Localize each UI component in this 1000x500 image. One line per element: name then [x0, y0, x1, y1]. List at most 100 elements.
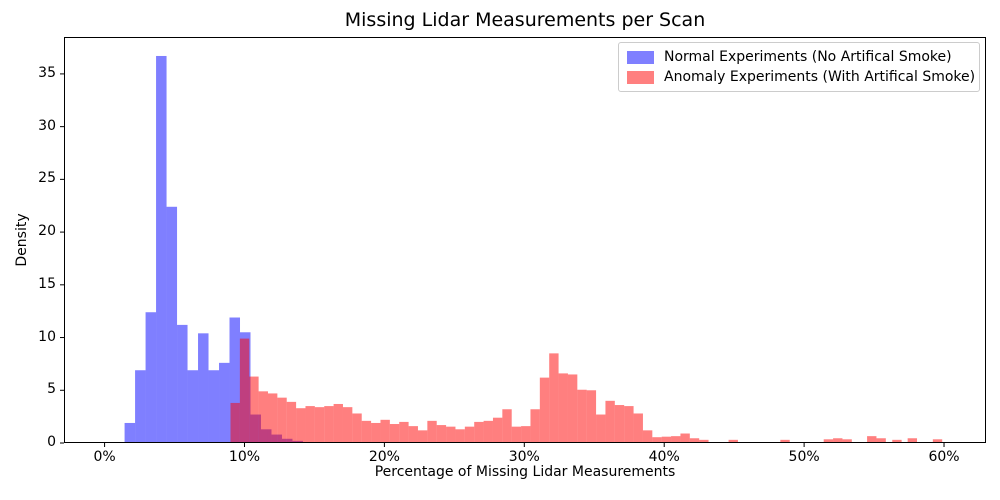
anomaly-histogram-bar — [671, 436, 681, 443]
anomaly-histogram-bar — [389, 424, 400, 443]
anomaly-histogram-bar — [474, 421, 484, 443]
anomaly-histogram-bar — [483, 420, 493, 443]
normal-histogram-bar — [145, 312, 157, 443]
anomaly-histogram-bar — [833, 438, 843, 443]
anomaly-histogram-bar — [446, 426, 456, 443]
anomaly-histogram-bar — [539, 377, 550, 443]
anomaly-histogram-bar — [876, 438, 886, 443]
x-axis-label: Percentage of Missing Lidar Measurements — [374, 464, 676, 480]
legend-swatch — [627, 50, 654, 64]
x-tick-label: 40% — [648, 449, 680, 465]
y-tick-label: 20 — [38, 223, 56, 240]
anomaly-histogram-bar — [267, 393, 278, 443]
anomaly-histogram-bar — [408, 426, 418, 443]
anomaly-histogram-bar — [661, 436, 672, 443]
anomaly-histogram-bar — [586, 390, 597, 443]
anomaly-histogram-bar — [361, 420, 372, 443]
anomaly-histogram-bar — [907, 438, 918, 443]
y-tick-label: 25 — [38, 170, 56, 187]
x-tick-label: 60% — [928, 449, 960, 465]
anomaly-histogram-bar — [633, 413, 643, 443]
anomaly-histogram-bar — [596, 414, 606, 443]
anomaly-histogram-bar — [605, 400, 615, 443]
anomaly-histogram-bar — [842, 439, 852, 443]
anomaly-histogram-bar — [314, 407, 325, 443]
anomaly-histogram-bar — [892, 439, 902, 443]
x-tick-label: 50% — [788, 449, 820, 465]
legend-label: Normal Experiments (No Artifical Smoke) — [664, 49, 952, 65]
anomaly-histogram-bar — [780, 439, 790, 443]
normal-histogram-bar — [124, 422, 136, 443]
legend-row: Normal Experiments (No Artifical Smoke) — [627, 49, 971, 65]
anomaly-histogram-bar — [699, 439, 709, 443]
y-tick-label: 30 — [38, 117, 56, 134]
anomaly-histogram-bar — [352, 413, 362, 443]
anomaly-histogram-bar — [249, 376, 259, 443]
anomaly-histogram-bar — [492, 417, 503, 443]
anomaly-histogram-bar — [258, 391, 268, 443]
anomaly-histogram-bar — [333, 403, 343, 443]
anomaly-histogram-bar — [511, 426, 522, 443]
normal-histogram-bar — [156, 55, 167, 444]
normal-histogram-bar — [177, 324, 188, 443]
y-tick-label: 5 — [47, 381, 56, 398]
legend: Normal Experiments (No Artifical Smoke) A… — [618, 42, 980, 92]
anomaly-histogram-bar — [277, 397, 287, 443]
anomaly-histogram-bar — [455, 429, 465, 443]
legend-label: Anomaly Experiments (With Artifical Smok… — [664, 69, 976, 85]
anomaly-histogram-bar — [642, 430, 653, 443]
y-tick-label: 15 — [38, 275, 56, 292]
anomaly-histogram-bar — [464, 426, 475, 443]
anomaly-histogram-bar — [342, 407, 353, 443]
anomaly-histogram-bar — [305, 406, 315, 443]
normal-histogram-bar — [135, 370, 146, 443]
anomaly-histogram-bar — [239, 338, 250, 443]
anomaly-histogram-bar — [296, 408, 306, 443]
anomaly-histogram-bar — [867, 436, 877, 443]
normal-histogram-bar — [187, 370, 199, 443]
anomaly-histogram-bar — [530, 409, 540, 443]
normal-histogram-bar — [229, 317, 241, 443]
anomaly-histogram-bar — [427, 420, 437, 443]
y-tick-label: 10 — [38, 328, 56, 345]
x-tick-label: 30% — [508, 449, 540, 465]
legend-swatch — [627, 70, 654, 84]
normal-histogram-bar — [208, 370, 220, 443]
anomaly-histogram-bar — [652, 437, 662, 443]
anomaly-histogram-bar — [286, 401, 297, 443]
y-axis-label: Density — [14, 213, 30, 267]
x-tick-label: 10% — [228, 449, 261, 465]
anomaly-histogram-bar — [558, 373, 568, 443]
anomaly-histogram-bar — [680, 433, 690, 443]
axes-spines — [64, 37, 986, 443]
chart-title: Missing Lidar Measurements per Scan — [344, 9, 706, 31]
x-tick-label: 20% — [368, 449, 400, 465]
normal-histogram-bar — [198, 333, 209, 443]
anomaly-histogram-bar — [436, 425, 447, 443]
anomaly-histogram-bar — [521, 426, 531, 443]
anomaly-histogram-bar — [932, 439, 943, 443]
anomaly-histogram-bar — [230, 402, 240, 443]
anomaly-histogram-bar — [417, 430, 428, 443]
normal-histogram-bar — [166, 206, 178, 443]
anomaly-histogram-bar — [689, 438, 700, 443]
legend-row: Anomaly Experiments (With Artifical Smok… — [627, 69, 975, 85]
anomaly-histogram-bar — [577, 389, 587, 443]
y-tick-label: 0 — [47, 434, 56, 450]
anomaly-histogram-bar — [728, 439, 738, 443]
anomaly-histogram-bar — [399, 421, 409, 443]
anomaly-histogram-bar — [549, 353, 559, 443]
anomaly-histogram-bar — [567, 374, 578, 443]
anomaly-histogram-bar — [823, 439, 834, 443]
y-tick-label: 35 — [38, 64, 56, 81]
normal-histogram-bar — [219, 362, 230, 443]
anomaly-histogram-bar — [324, 406, 334, 443]
x-tick-label: 0% — [93, 449, 116, 465]
anomaly-histogram-bar — [371, 422, 381, 443]
anomaly-histogram-bar — [380, 419, 390, 443]
anomaly-histogram-bar — [502, 409, 512, 443]
anomaly-histogram-bar — [624, 406, 634, 443]
anomaly-histogram-bar — [614, 405, 625, 443]
